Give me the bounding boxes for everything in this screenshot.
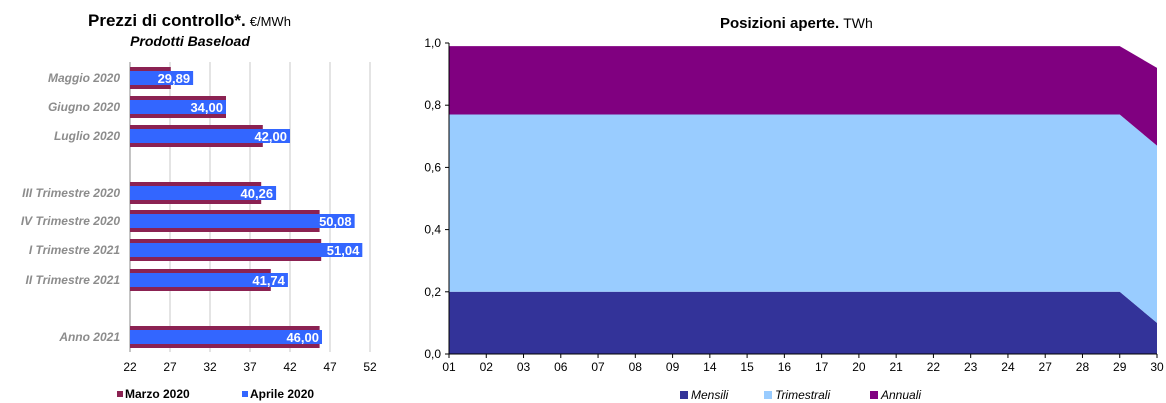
category-label: Giugno 2020 bbox=[48, 100, 120, 114]
x-tick-label: 20 bbox=[852, 360, 866, 374]
y-tick-label: 0,6 bbox=[424, 160, 441, 174]
category-label: IV Trimestre 2020 bbox=[21, 214, 121, 228]
bar-aprile-2020 bbox=[130, 129, 290, 143]
bar-aprile-2020 bbox=[130, 330, 322, 344]
category-label: I Trimestre 2021 bbox=[29, 243, 120, 257]
legend-swatch bbox=[870, 391, 878, 399]
area-trimestrali bbox=[449, 114, 1157, 323]
legend-label: Annuali bbox=[880, 388, 921, 402]
x-tick-label: 27 bbox=[163, 360, 177, 374]
x-tick-label: 23 bbox=[964, 360, 978, 374]
legend-swatch bbox=[117, 391, 123, 397]
x-tick-label: 16 bbox=[778, 360, 792, 374]
x-tick-label: 01 bbox=[442, 360, 456, 374]
right-chart-title-unit: TWh bbox=[843, 15, 873, 31]
x-tick-label: 24 bbox=[1001, 360, 1015, 374]
legend-swatch bbox=[680, 391, 688, 399]
y-tick-label: 0,8 bbox=[424, 98, 441, 112]
category-label: Luglio 2020 bbox=[54, 129, 120, 143]
bar-aprile-2020 bbox=[130, 186, 277, 200]
category-label: Maggio 2020 bbox=[48, 71, 120, 85]
x-tick-label: 02 bbox=[480, 360, 494, 374]
data-label: 34,00 bbox=[190, 100, 223, 115]
legend-swatch bbox=[242, 391, 248, 397]
bar-aprile-2020 bbox=[130, 214, 355, 228]
data-label: 40,26 bbox=[241, 186, 274, 201]
x-tick-label: 09 bbox=[666, 360, 680, 374]
y-tick-label: 1,0 bbox=[424, 36, 441, 50]
left-chart-subtitle: Prodotti Baseload bbox=[130, 33, 250, 49]
x-tick-label: 29 bbox=[1113, 360, 1127, 374]
legend-label: Aprile 2020 bbox=[250, 387, 314, 401]
bar-aprile-2020 bbox=[130, 273, 288, 287]
x-tick-label: 17 bbox=[815, 360, 829, 374]
data-label: 42,00 bbox=[254, 129, 287, 144]
legend-swatch bbox=[764, 391, 772, 399]
data-label: 46,00 bbox=[286, 330, 319, 345]
x-tick-label: 32 bbox=[203, 360, 217, 374]
data-label: 41,74 bbox=[252, 273, 285, 288]
x-tick-label: 42 bbox=[283, 360, 297, 374]
x-tick-label: 52 bbox=[363, 360, 377, 374]
x-tick-label: 37 bbox=[243, 360, 257, 374]
category-label: II Trimestre 2021 bbox=[25, 273, 120, 287]
left-chart-title: Prezzi di controllo*. €/MWh bbox=[88, 11, 291, 30]
x-tick-label: 22 bbox=[927, 360, 941, 374]
x-tick-label: 03 bbox=[517, 360, 531, 374]
category-label: III Trimestre 2020 bbox=[22, 186, 120, 200]
y-tick-label: 0,2 bbox=[424, 285, 441, 299]
data-label: 29,89 bbox=[158, 71, 191, 86]
data-label: 50,08 bbox=[319, 214, 352, 229]
x-tick-label: 15 bbox=[740, 360, 754, 374]
legend-label: Marzo 2020 bbox=[125, 387, 190, 401]
x-tick-label: 14 bbox=[703, 360, 717, 374]
x-tick-label: 30 bbox=[1150, 360, 1164, 374]
y-tick-label: 0,0 bbox=[424, 347, 441, 361]
bar-aprile-2020 bbox=[130, 243, 363, 257]
x-tick-label: 27 bbox=[1039, 360, 1053, 374]
x-tick-label: 22 bbox=[123, 360, 137, 374]
x-tick-label: 21 bbox=[889, 360, 903, 374]
area-annuali bbox=[449, 46, 1157, 146]
left-bar-chart: 22 27 32 37 42 47 52 Maggio 2020 29,89 Giugno 202… bbox=[21, 62, 377, 401]
bar-aprile-2020 bbox=[130, 100, 226, 114]
category-label: Anno 2021 bbox=[58, 330, 120, 344]
bar-aprile-2020 bbox=[130, 71, 194, 85]
right-chart-title: Posizioni aperte. TWh bbox=[720, 15, 873, 32]
right-area-chart: 0,0 0,2 0,4 0,6 0,8 1,0 01 02 03 06 07 08 09 14 15 16 17… bbox=[424, 36, 1164, 402]
x-tick-label: 07 bbox=[591, 360, 605, 374]
legend-label: Mensili bbox=[691, 388, 729, 402]
x-tick-label: 06 bbox=[554, 360, 568, 374]
legend-label: Trimestrali bbox=[775, 388, 830, 402]
x-tick-label: 28 bbox=[1076, 360, 1090, 374]
x-tick-label: 47 bbox=[323, 360, 337, 374]
data-label: 51,04 bbox=[327, 243, 360, 258]
x-tick-label: 08 bbox=[629, 360, 643, 374]
y-tick-label: 0,4 bbox=[424, 223, 441, 237]
area-mensili bbox=[449, 291, 1157, 354]
left-chart-title-unit: €/MWh bbox=[250, 14, 291, 29]
